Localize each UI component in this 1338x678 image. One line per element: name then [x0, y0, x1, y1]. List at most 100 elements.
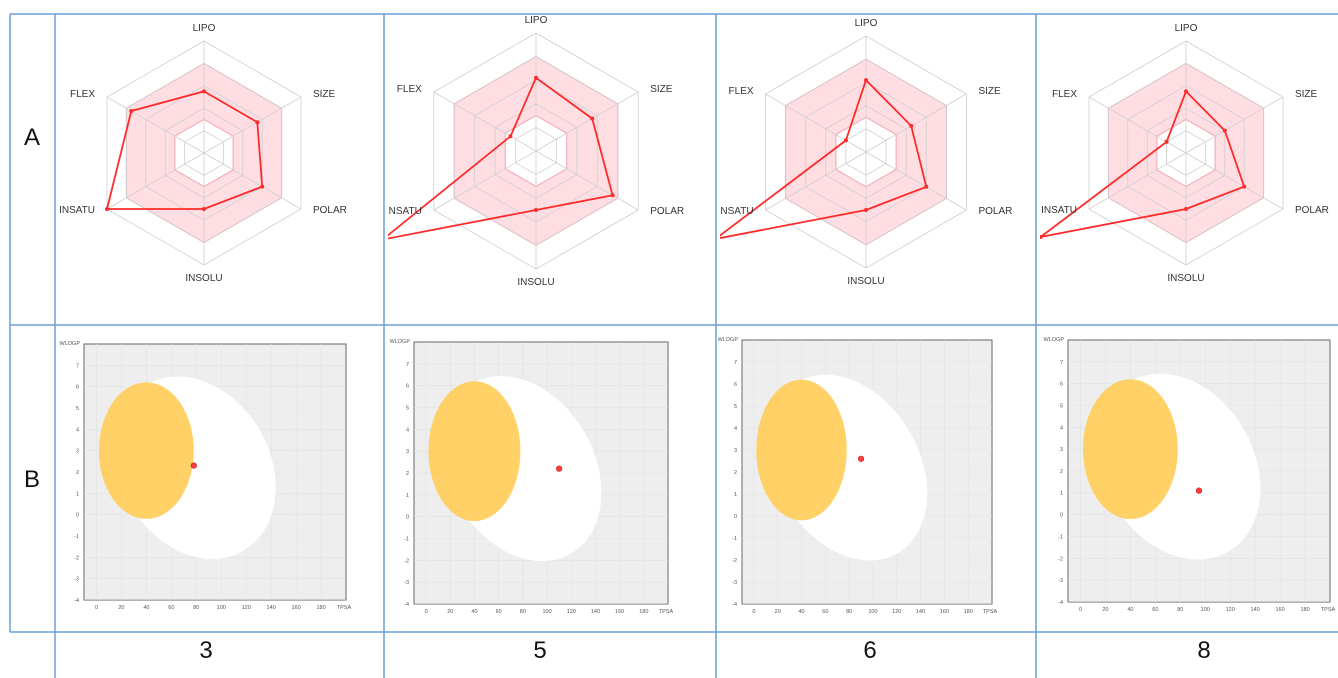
x-tick-label: 0: [752, 609, 755, 615]
y-tick-label: 7: [734, 360, 737, 366]
radar-spoke: [765, 93, 867, 153]
x-tick-label: 100: [868, 609, 877, 615]
x-tick-label: 180: [639, 609, 648, 615]
radar-axis-label: POLAR: [313, 205, 347, 216]
y-tick-label: 1: [734, 492, 737, 498]
x-tick-label: 160: [615, 609, 624, 615]
x-tick-label: 120: [242, 605, 251, 611]
y-tick-label: 3: [1060, 447, 1063, 453]
y-tick-label: -1: [74, 534, 79, 540]
row-label-b: B: [24, 466, 41, 493]
y-tick-label: 7: [1060, 360, 1063, 366]
y-tick-label: -3: [1058, 578, 1063, 584]
y-tick-label: 7: [76, 363, 79, 369]
radar-axis-label: SIZE: [650, 84, 673, 95]
radar-point: [610, 193, 615, 198]
y-tick-label: 4: [734, 426, 737, 432]
x-tick-label: 180: [1300, 607, 1309, 613]
x-tick-label: 20: [775, 609, 781, 615]
radar-point: [1184, 207, 1188, 211]
radar-spoke: [203, 152, 302, 210]
radar-point: [843, 138, 848, 143]
x-tick-label: 0: [1079, 607, 1082, 613]
boiled-egg-chart-compound-3: 0 20 40 60 80 100 120 140 160 180 -4 -3 -2 -1 0 1 2 3 4 5 6 7…: [60, 341, 352, 611]
radar-axis-label: POLAR: [650, 206, 684, 217]
y-tick-label: 0: [76, 513, 79, 519]
y-tick-label: 5: [76, 406, 79, 412]
y-axis-label: WLOGP: [60, 341, 81, 347]
y-tick-label: 6: [406, 384, 409, 390]
radar-axis-label: LIPO: [1175, 23, 1198, 34]
plot-content: [414, 342, 668, 604]
radar-spoke: [865, 93, 967, 153]
y-tick-label: 1: [1060, 491, 1063, 497]
x-tick-label: 140: [267, 605, 276, 611]
y-tick-label: 1: [406, 493, 409, 499]
radar-axis-label: INSOLU: [1167, 273, 1204, 284]
y-tick-label: 0: [406, 515, 409, 521]
x-tick-label: 120: [892, 609, 901, 615]
radar-axis-label: POLAR: [1295, 205, 1329, 216]
radar-axis-label: INSOLU: [185, 273, 222, 284]
x-tick-label: 80: [193, 605, 199, 611]
radar-axis-label: FLEX: [729, 86, 754, 97]
x-tick-label: 0: [95, 605, 98, 611]
radar-spoke: [433, 91, 537, 152]
radar-spoke: [203, 96, 302, 154]
radar-chart-compound-3: LIPO SIZE POLAR INSOLU INSATU FLEX: [59, 23, 347, 284]
x-tick-label: 180: [964, 609, 973, 615]
radar-chart-compound-8: LIPO SIZE POLAR INSOLU INSATU FLEX: [1040, 23, 1329, 284]
y-tick-label: -1: [404, 537, 409, 543]
molecule-point: [556, 465, 563, 472]
radar-axis-label: LIPO: [193, 23, 216, 34]
x-tick-label: 80: [846, 609, 852, 615]
x-tick-label: 60: [168, 605, 174, 611]
x-tick-label: 80: [1177, 607, 1183, 613]
x-tick-label: 160: [940, 609, 949, 615]
y-tick-label: 4: [406, 427, 409, 433]
egg-yolk-region: [1082, 379, 1178, 520]
radar-axis-label: FLEX: [1052, 89, 1077, 100]
plot-content: [1068, 340, 1330, 602]
row-label-a: A: [24, 124, 41, 151]
y-tick-label: 0: [1060, 513, 1063, 519]
radar-axis-label: LIPO: [855, 18, 878, 29]
x-tick-label: 100: [217, 605, 226, 611]
radar-spoke: [433, 150, 537, 211]
molecule-point: [857, 455, 865, 462]
y-axis-label: WLOGP: [390, 339, 411, 345]
y-tick-label: 5: [1060, 404, 1063, 410]
radar-point: [909, 123, 914, 128]
x-axis-label: TPSA: [983, 609, 998, 615]
plot-content: [84, 344, 346, 600]
y-tick-label: 4: [76, 427, 79, 433]
y-tick-label: -1: [732, 536, 737, 542]
y-tick-label: -4: [732, 602, 737, 608]
radar-point: [255, 120, 260, 125]
y-tick-label: 6: [1060, 382, 1063, 388]
radar-point: [1222, 128, 1227, 133]
radar-axis-label: FLEX: [397, 84, 422, 95]
radar-axis-label: POLAR: [978, 206, 1012, 217]
y-tick-label: 2: [406, 471, 409, 477]
egg-yolk-region: [756, 379, 847, 521]
radar-point: [1040, 235, 1043, 239]
y-tick-label: -2: [74, 555, 79, 561]
x-tick-label: 160: [292, 605, 301, 611]
radar-spoke: [535, 91, 639, 152]
y-tick-label: -4: [404, 602, 409, 608]
x-tick-label: 120: [567, 609, 576, 615]
radar-spoke: [1088, 152, 1187, 210]
radar-spoke: [106, 152, 205, 210]
radar-axis-label: INSATU: [388, 206, 422, 217]
y-tick-label: -3: [732, 580, 737, 586]
x-tick-label: 40: [798, 609, 804, 615]
x-tick-label: 80: [520, 609, 526, 615]
radar-spoke: [865, 151, 967, 211]
column-label-compound-8: 8: [1197, 637, 1211, 664]
y-tick-label: -4: [1058, 600, 1063, 606]
x-tick-label: 180: [316, 605, 325, 611]
x-axis-label: TPSA: [1321, 607, 1336, 613]
column-label-compound-3: 3: [199, 637, 213, 664]
